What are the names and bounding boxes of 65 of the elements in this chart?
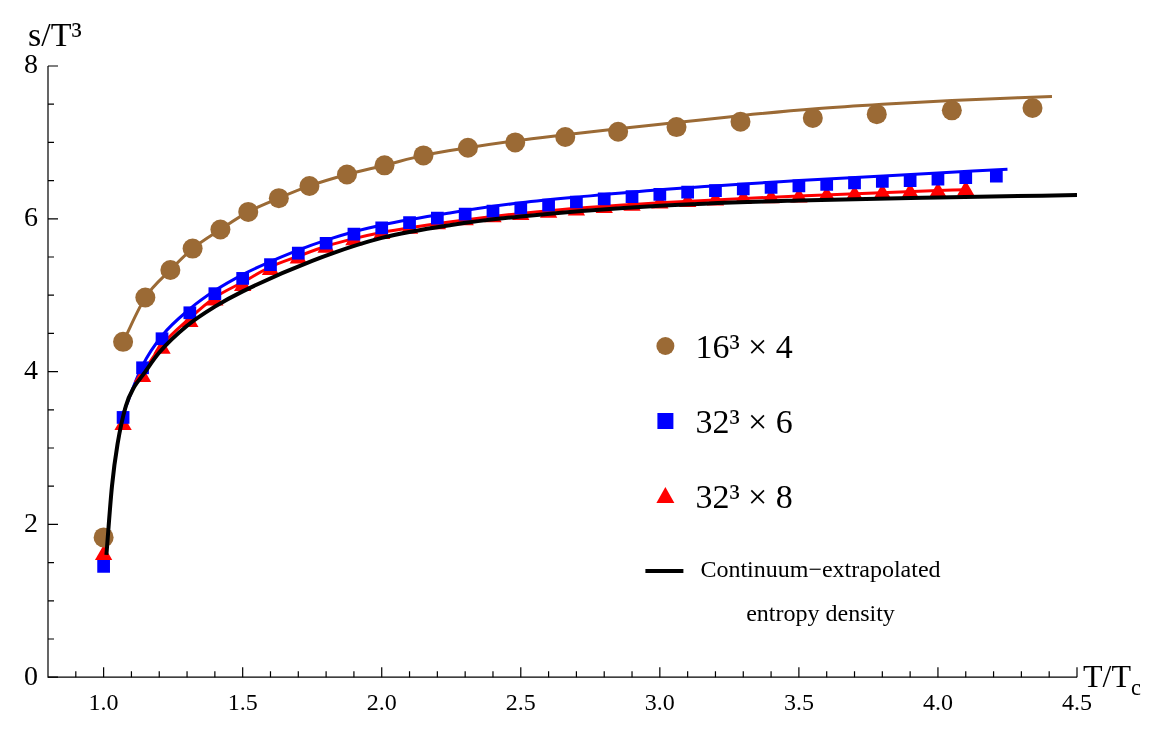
point bbox=[736, 182, 750, 196]
point bbox=[514, 201, 528, 215]
point bbox=[542, 198, 555, 212]
x-tick-label: 3.0 bbox=[644, 688, 675, 715]
point bbox=[608, 121, 629, 142]
point bbox=[160, 259, 181, 280]
point bbox=[291, 246, 305, 260]
point bbox=[959, 171, 973, 184]
point bbox=[430, 211, 444, 225]
point bbox=[264, 258, 277, 271]
point bbox=[903, 174, 917, 187]
point bbox=[210, 219, 231, 240]
x-tick-label: 1.5 bbox=[227, 688, 258, 715]
point bbox=[183, 306, 197, 320]
y-tick-label: 0 bbox=[24, 659, 38, 691]
legend-label: Continuum−extrapolated entropy density bbox=[700, 556, 941, 627]
point bbox=[941, 100, 962, 121]
point bbox=[336, 164, 357, 185]
point bbox=[486, 204, 500, 218]
x-tick-label: 2.5 bbox=[505, 688, 536, 715]
x-tick-label: 2.0 bbox=[366, 688, 397, 715]
point bbox=[208, 287, 222, 301]
point bbox=[709, 184, 722, 197]
y-tick-label: 6 bbox=[24, 201, 38, 233]
point bbox=[666, 117, 687, 138]
legend-label: 32³ × 6 bbox=[695, 403, 793, 440]
point bbox=[764, 181, 778, 194]
point bbox=[1022, 98, 1043, 119]
point bbox=[457, 137, 478, 158]
point bbox=[299, 175, 320, 196]
point bbox=[802, 107, 823, 128]
point bbox=[135, 287, 156, 308]
y-tick-label: 4 bbox=[24, 353, 38, 385]
point bbox=[375, 221, 389, 235]
x-tick-label: 3.5 bbox=[783, 688, 814, 715]
point bbox=[653, 187, 667, 201]
point bbox=[182, 238, 203, 259]
x-tick-label: 4.5 bbox=[1062, 688, 1092, 715]
point bbox=[597, 192, 611, 206]
point bbox=[875, 175, 889, 188]
point bbox=[97, 560, 110, 573]
point bbox=[555, 127, 576, 148]
y-tick-label: 2 bbox=[24, 506, 38, 538]
point bbox=[866, 104, 887, 125]
point bbox=[989, 169, 1003, 183]
x-tick-label: 1.0 bbox=[88, 688, 119, 715]
point bbox=[848, 176, 861, 190]
legend-label: 16³ × 4 bbox=[695, 328, 793, 365]
point bbox=[625, 190, 639, 204]
point bbox=[820, 178, 834, 191]
point bbox=[374, 155, 395, 176]
point bbox=[238, 201, 259, 222]
point bbox=[570, 195, 583, 209]
point bbox=[403, 216, 416, 229]
point bbox=[113, 331, 134, 352]
legend-label: 32³ × 8 bbox=[695, 478, 793, 515]
x-tick-label: 4.0 bbox=[922, 688, 953, 715]
point bbox=[155, 332, 169, 346]
point bbox=[505, 132, 526, 153]
point bbox=[236, 272, 250, 285]
point bbox=[268, 188, 289, 209]
point bbox=[681, 185, 695, 199]
point bbox=[413, 145, 434, 166]
point bbox=[458, 207, 472, 221]
point bbox=[730, 111, 751, 132]
